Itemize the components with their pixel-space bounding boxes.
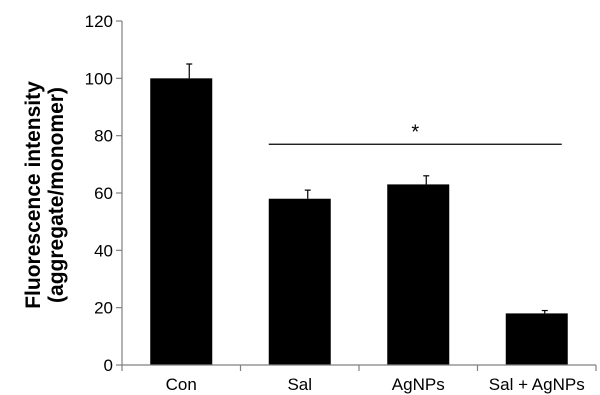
x-category-label-1: Sal: [287, 375, 312, 394]
error-bars: [186, 63, 548, 314]
x-category-label-0: Con: [166, 375, 197, 394]
bar-1: [268, 198, 331, 365]
y-tick-label-40: 40: [94, 241, 113, 260]
bar-2: [387, 184, 450, 365]
bars: [150, 78, 568, 365]
y-tick-label-120: 120: [85, 12, 113, 31]
significance-label: *: [411, 121, 419, 143]
x-category-label-2: AgNPs: [392, 375, 445, 394]
x-axis: Con Sal AgNPs Sal + AgNPs: [121, 364, 597, 394]
y-axis-title-line1: Fluorescence intensity: [22, 81, 45, 309]
bar-3: [505, 313, 568, 365]
y-tick-label-60: 60: [94, 184, 113, 203]
y-tick-label-20: 20: [94, 299, 113, 318]
y-tick-label-0: 0: [104, 356, 113, 375]
y-tick-label-80: 80: [94, 127, 113, 146]
significance-annotation: *: [268, 121, 562, 145]
x-category-label-3: Sal + AgNPs: [489, 375, 585, 394]
bar-0: [150, 78, 213, 365]
y-axis-title-line2: (aggregate/monomer): [45, 87, 68, 303]
y-tick-label-100: 100: [85, 69, 113, 88]
y-axis: 0 20 40 60 80 100 120: [85, 12, 123, 375]
y-axis-title: Fluorescence intensity (aggregate/monome…: [22, 81, 68, 309]
